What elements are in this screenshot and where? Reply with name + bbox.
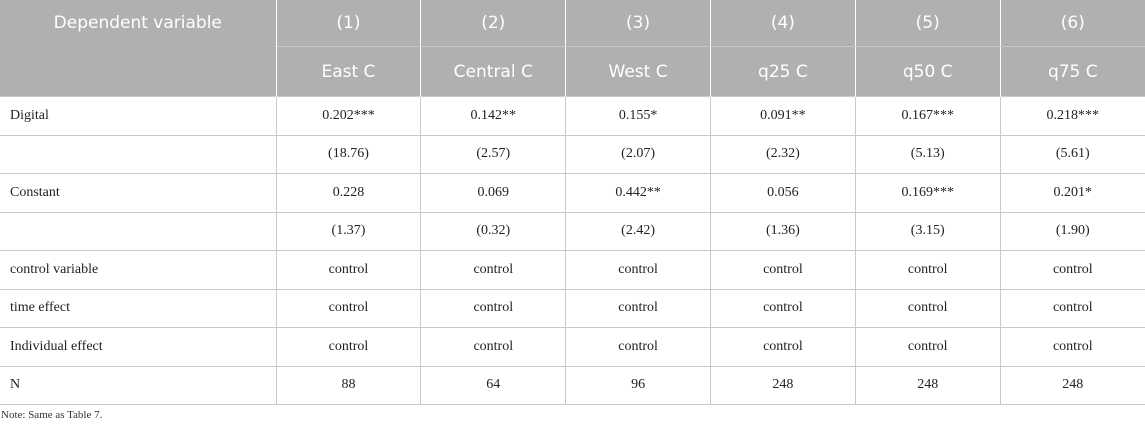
table-cell: 248 <box>709 365 856 405</box>
table-cell: control <box>275 250 422 290</box>
table-cell: 64 <box>420 365 567 405</box>
table-cell: (2.07) <box>565 134 711 174</box>
table-cell: (1.90) <box>999 211 1145 251</box>
table-cell: (5.61) <box>999 134 1145 174</box>
row-label: control variable <box>0 250 277 290</box>
row-label: Individual effect <box>0 327 277 367</box>
table-row: (18.76) (2.57) (2.07) (2.32) (5.13) (5.6… <box>0 134 1145 174</box>
table-cell: 88 <box>275 365 422 405</box>
table-cell: (2.32) <box>709 134 856 174</box>
header-sub-1: East C <box>275 46 422 97</box>
table-cell: control <box>999 288 1145 328</box>
table-cell: control <box>420 288 567 328</box>
table-cell: (0.32) <box>420 211 567 251</box>
header-blank <box>0 46 277 97</box>
table-header: Dependent variable (1) (2) (3) (4) (5) (… <box>0 0 1145 97</box>
header-col-5: (5) <box>854 0 1001 47</box>
table-cell: 0.142** <box>420 96 567 136</box>
table-cell: control <box>999 327 1145 367</box>
table-cell: control <box>999 250 1145 290</box>
table-note: Note: Same as Table 7. <box>1 409 103 421</box>
table-body: Digital 0.202*** 0.142** 0.155* 0.091** … <box>0 96 1145 405</box>
header-sub-4: q25 C <box>709 46 856 97</box>
header-col-6: (6) <box>999 0 1145 47</box>
regression-table-container: Dependent variable (1) (2) (3) (4) (5) (… <box>0 0 1145 405</box>
table-cell: 248 <box>854 365 1001 405</box>
row-label: N <box>0 365 277 405</box>
header-col-4: (4) <box>709 0 856 47</box>
table-cell: 0.056 <box>709 173 856 213</box>
table-cell: 0.069 <box>420 173 567 213</box>
table-cell: 0.155* <box>565 96 711 136</box>
table-cell: 0.218*** <box>999 96 1145 136</box>
header-sub-2: Central C <box>420 46 567 97</box>
table-cell: 0.228 <box>275 173 422 213</box>
table-row: Digital 0.202*** 0.142** 0.155* 0.091** … <box>0 96 1145 136</box>
table-cell: control <box>275 288 422 328</box>
header-dependent-variable: Dependent variable <box>0 0 277 47</box>
table-cell: (1.37) <box>275 211 422 251</box>
table-cell: control <box>854 327 1001 367</box>
table-cell: 0.169*** <box>854 173 1001 213</box>
table-row: N 88 64 96 248 248 248 <box>0 365 1145 405</box>
table-cell: (2.42) <box>565 211 711 251</box>
table-cell: 0.201* <box>999 173 1145 213</box>
header-col-3: (3) <box>565 0 711 47</box>
table-cell: 0.202*** <box>275 96 422 136</box>
row-label: Digital <box>0 96 277 136</box>
row-label: Constant <box>0 173 277 213</box>
header-col-1: (1) <box>275 0 422 47</box>
table-row: Constant 0.228 0.069 0.442** 0.056 0.169… <box>0 173 1145 213</box>
table-cell: control <box>275 327 422 367</box>
table-cell: (1.36) <box>709 211 856 251</box>
table-cell: (18.76) <box>275 134 422 174</box>
table-cell: control <box>854 288 1001 328</box>
table-row: (1.37) (0.32) (2.42) (1.36) (3.15) (1.90… <box>0 211 1145 251</box>
regression-table: Dependent variable (1) (2) (3) (4) (5) (… <box>0 0 1145 405</box>
table-cell: control <box>709 250 856 290</box>
header-sub-6: q75 C <box>999 46 1145 97</box>
table-cell: control <box>420 327 567 367</box>
table-row: Individual effect control control contro… <box>0 327 1145 367</box>
table-cell: control <box>854 250 1001 290</box>
table-cell: 248 <box>999 365 1145 405</box>
header-col-2: (2) <box>420 0 567 47</box>
header-sub-5: q50 C <box>854 46 1001 97</box>
table-cell: control <box>565 288 711 328</box>
header-row-subgroups: East C Central C West C q25 C q50 C q75 … <box>0 46 1145 97</box>
table-cell: 0.167*** <box>854 96 1001 136</box>
row-label <box>0 211 277 251</box>
table-cell: (3.15) <box>854 211 1001 251</box>
table-cell: (5.13) <box>854 134 1001 174</box>
table-cell: control <box>420 250 567 290</box>
table-cell: control <box>709 288 856 328</box>
table-cell: control <box>565 250 711 290</box>
row-label <box>0 134 277 174</box>
table-cell: control <box>565 327 711 367</box>
table-cell: control <box>709 327 856 367</box>
row-label: time effect <box>0 288 277 328</box>
table-cell: 96 <box>565 365 711 405</box>
table-cell: 0.442** <box>565 173 711 213</box>
table-cell: 0.091** <box>709 96 856 136</box>
table-row: time effect control control control cont… <box>0 288 1145 328</box>
table-row: control variable control control control… <box>0 250 1145 290</box>
table-cell: (2.57) <box>420 134 567 174</box>
header-sub-3: West C <box>565 46 711 97</box>
header-row-columns: Dependent variable (1) (2) (3) (4) (5) (… <box>0 0 1145 47</box>
